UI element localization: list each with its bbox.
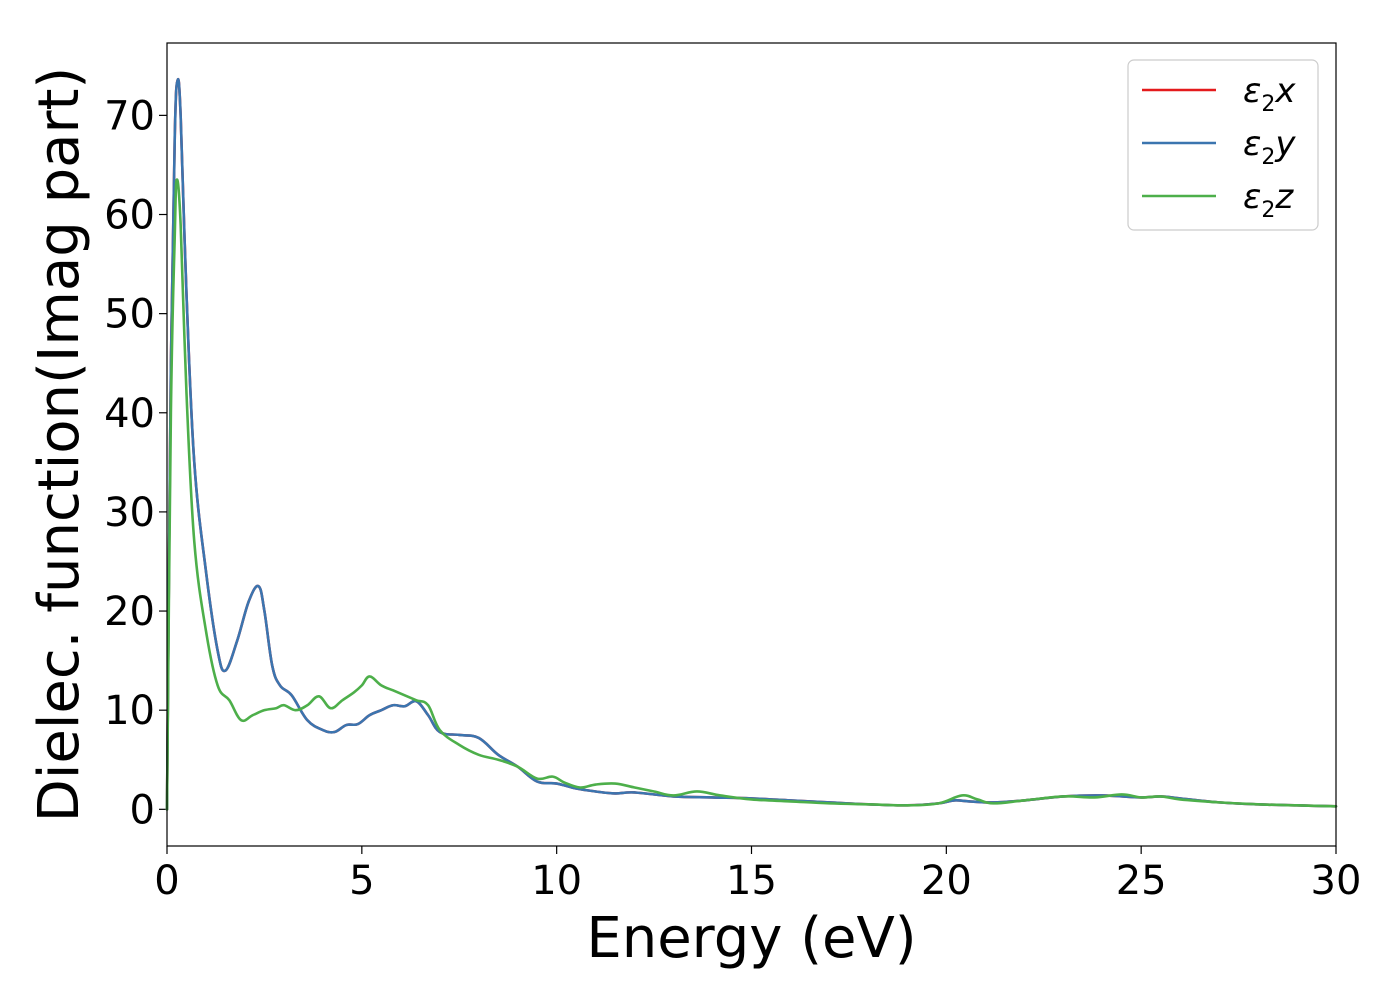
x-tick-label: 30: [1311, 858, 1362, 904]
y-tick-label: 60: [104, 193, 155, 239]
x-tick-label: 5: [349, 858, 374, 904]
y-tick-label: 40: [104, 391, 155, 437]
y-tick-label: 70: [104, 93, 155, 139]
legend-label-z: ε2z: [1243, 177, 1294, 223]
x-tick-label: 10: [531, 858, 582, 904]
x-axis-title: Energy (eV): [586, 906, 916, 971]
x-axis-ticks: 0 5 10 15 20 25 30: [154, 846, 1361, 904]
y-axis-title: Dielec. function(Imag part): [27, 67, 92, 823]
y-axis-ticks: 0 10 20 30 40 50 60 70: [104, 93, 167, 833]
y-tick-label: 0: [130, 787, 155, 833]
legend-entries: ε2x ε2y ε2z: [1142, 71, 1296, 223]
series-line-z: [165, 178, 1338, 811]
x-tick-label: 20: [921, 858, 972, 904]
legend-label-x: ε2x: [1243, 71, 1296, 117]
y-tick-label: 50: [104, 292, 155, 338]
x-tick-label: 25: [1116, 858, 1167, 904]
legend: ε2x ε2y ε2z: [1127, 59, 1319, 231]
y-tick-label: 30: [104, 490, 155, 536]
y-tick-label: 10: [104, 688, 155, 734]
x-tick-label: 0: [154, 858, 179, 904]
legend-label-y: ε2y: [1243, 124, 1296, 170]
plot-frame: [166, 42, 1337, 847]
x-tick-label: 15: [726, 858, 777, 904]
legend-box: [1127, 59, 1319, 231]
series-lines: [165, 77, 1338, 811]
y-tick-label: 20: [104, 589, 155, 635]
